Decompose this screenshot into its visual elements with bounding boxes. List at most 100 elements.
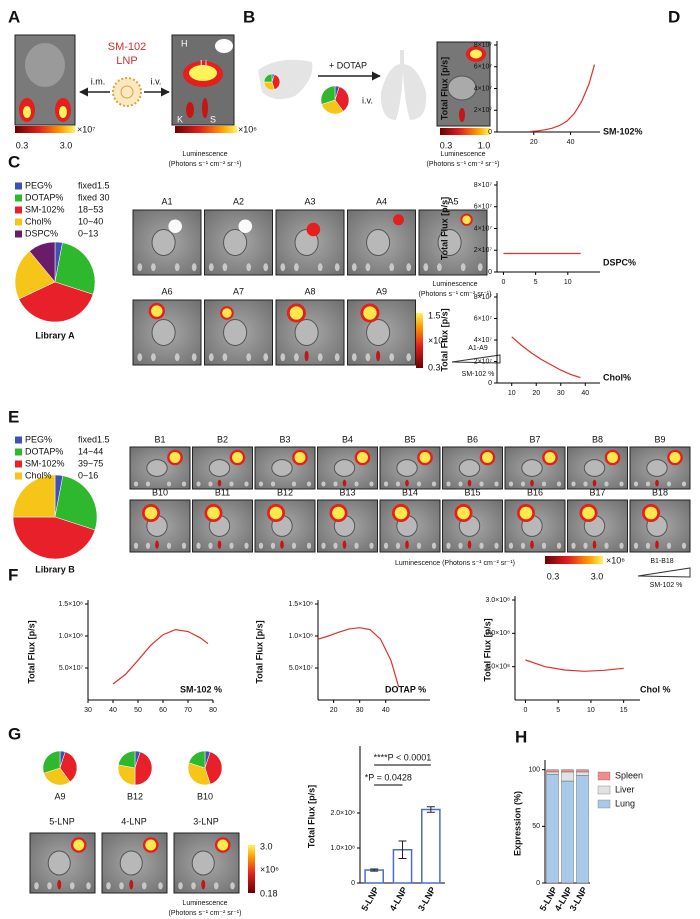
pie-label: B10 xyxy=(197,791,213,801)
organ xyxy=(271,459,293,477)
bar-segment xyxy=(546,774,559,884)
legend-swatch xyxy=(15,194,22,202)
organ xyxy=(354,481,359,487)
organ xyxy=(223,319,248,346)
composition-icon xyxy=(320,85,336,105)
label: i.v. xyxy=(362,95,373,105)
organ xyxy=(604,542,609,549)
line xyxy=(112,628,209,685)
image-label: B8 xyxy=(592,434,603,444)
organ xyxy=(244,542,249,549)
organ xyxy=(447,75,477,101)
organ xyxy=(389,353,395,362)
organ xyxy=(196,542,201,549)
label: i.m. xyxy=(91,76,106,86)
y-tick-label: 6×10⁷ xyxy=(474,64,493,71)
organ xyxy=(208,263,214,272)
label: Luminescence xyxy=(182,151,227,158)
x-tick-label: 20 xyxy=(530,139,538,146)
label: (Photons s⁻¹ cm⁻² sr⁻¹) xyxy=(427,161,500,168)
image-label: A4 xyxy=(376,196,387,206)
label: Luminescence xyxy=(182,900,227,907)
x-tick-label: 30 xyxy=(84,707,92,714)
x-tick-label: 40 xyxy=(109,707,117,714)
composition-icon xyxy=(321,99,344,115)
image-label: A1 xyxy=(161,196,172,206)
signal xyxy=(470,49,482,59)
organ xyxy=(141,882,147,890)
signal xyxy=(519,506,533,520)
pie-title: Library B xyxy=(35,564,75,574)
organ xyxy=(416,481,422,487)
y-tick-label: 2.0×10⁸ xyxy=(330,810,355,817)
pie-slice xyxy=(54,242,96,295)
image-label: A9 xyxy=(376,286,387,296)
organ xyxy=(133,542,139,549)
legend-label: PEG% xyxy=(25,434,52,444)
organ xyxy=(666,481,672,487)
label: 3.0 xyxy=(260,841,273,851)
signal xyxy=(168,219,182,234)
y-tick-label: 1.0×10⁸ xyxy=(58,633,83,640)
organ xyxy=(151,319,176,346)
bar-segment xyxy=(561,769,574,773)
legend-swatch xyxy=(15,460,22,468)
label: Luminescence xyxy=(440,151,485,158)
organ xyxy=(317,263,323,272)
signal xyxy=(294,452,306,463)
organ xyxy=(395,481,401,487)
signal xyxy=(405,479,409,487)
signal xyxy=(669,452,681,463)
panel-label: H xyxy=(515,727,527,746)
signal xyxy=(232,452,243,463)
organ xyxy=(191,850,215,876)
legend-range: fixed1.5 xyxy=(78,434,110,444)
legend-label: SM-102% xyxy=(25,204,65,214)
organ xyxy=(556,542,562,549)
mouse-body xyxy=(25,43,65,87)
organ xyxy=(213,882,219,890)
pie-slice xyxy=(14,250,56,300)
organ xyxy=(583,481,588,487)
organ xyxy=(521,459,543,477)
organ xyxy=(520,481,526,487)
y-tick-label: 1.0×10⁸ xyxy=(485,664,510,671)
nanoparticle-core xyxy=(120,85,134,99)
pie-slice xyxy=(18,281,94,323)
organ xyxy=(246,263,252,272)
legend-swatch xyxy=(15,182,22,190)
pie-slice xyxy=(29,241,56,283)
bar-segment xyxy=(576,771,589,776)
composition-icon xyxy=(271,74,281,90)
legend-range: 39~75 xyxy=(78,458,103,468)
organ xyxy=(258,542,264,549)
lung-signal xyxy=(215,39,233,53)
composition-icon xyxy=(188,750,206,769)
y-axis-title: Expression (%) xyxy=(512,791,522,856)
legend-label: DOTAP% xyxy=(25,446,63,456)
pie-slice xyxy=(54,475,98,531)
image-label: B12 xyxy=(277,487,293,497)
line xyxy=(525,659,624,672)
organ xyxy=(145,542,151,549)
organ xyxy=(479,542,484,549)
legend-swatch xyxy=(597,799,611,809)
signal xyxy=(144,506,158,520)
organ xyxy=(383,481,389,487)
organ xyxy=(229,542,234,549)
organ xyxy=(333,459,356,477)
signal xyxy=(376,350,381,362)
organ xyxy=(306,481,312,487)
legend-label: DOTAP% xyxy=(25,192,63,202)
organ xyxy=(208,353,214,362)
image-label: B1 xyxy=(154,434,165,444)
x-tick-label: 40 xyxy=(567,139,575,146)
composition-icon xyxy=(187,762,211,786)
organ xyxy=(406,263,412,272)
organ xyxy=(571,481,576,487)
organ xyxy=(294,263,299,272)
pie-slice xyxy=(12,474,56,518)
nanoparticle xyxy=(112,77,142,107)
liver-signal xyxy=(189,65,217,81)
